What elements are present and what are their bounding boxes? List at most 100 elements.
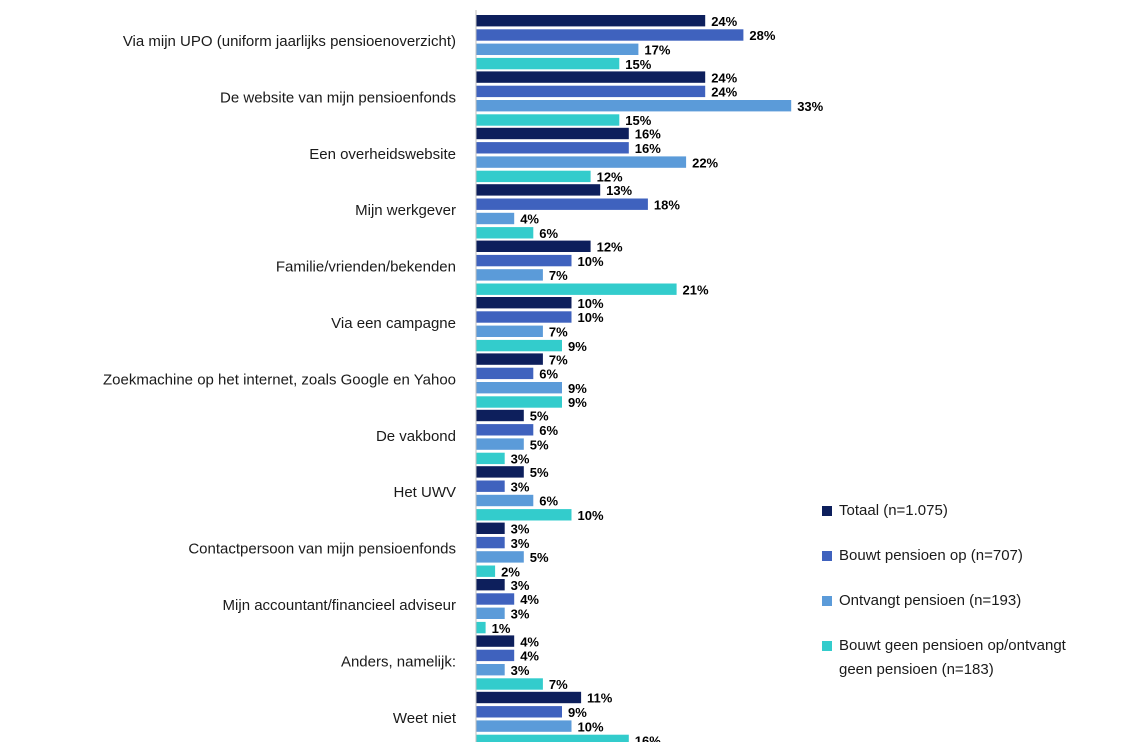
bar-9-series-4: [476, 509, 572, 521]
category-label: Weet niet: [393, 710, 457, 727]
bar-4-series-3: [476, 212, 515, 225]
bar-10-series-4: [476, 565, 496, 577]
bar-4-series-2: [476, 198, 648, 210]
value-label: 18%: [654, 197, 680, 212]
value-label: 6%: [539, 367, 558, 382]
bar-7-series-4: [476, 396, 562, 408]
bar-7-series-1: [476, 353, 543, 365]
value-label: 13%: [606, 183, 632, 198]
value-label: 9%: [568, 705, 587, 720]
value-label: 5%: [530, 550, 549, 565]
value-label: 7%: [549, 325, 568, 340]
value-label: 22%: [692, 155, 718, 170]
value-label: 12%: [597, 170, 623, 185]
value-label: 4%: [520, 212, 539, 227]
value-label: 21%: [683, 282, 709, 297]
bar-5-series-4: [476, 283, 677, 295]
value-label: 15%: [625, 57, 651, 72]
value-label: 1%: [492, 621, 511, 636]
category-label: Via mijn UPO (uniform jaarlijks pensioen…: [123, 33, 456, 50]
bar-3-series-2: [476, 142, 629, 154]
bar-11-series-2: [476, 593, 515, 605]
value-label: 24%: [711, 14, 737, 29]
legend: Totaal (n=1.075) Bouwt pensioen op (n=707…: [822, 502, 1067, 678]
value-label: 16%: [635, 734, 661, 742]
bar-6-series-3: [476, 325, 543, 337]
bar-8-series-2: [476, 424, 534, 436]
value-label: 24%: [711, 85, 737, 100]
value-label: 5%: [530, 465, 549, 480]
bar-7-series-2: [476, 367, 534, 380]
legend-swatch: [822, 596, 832, 606]
value-label: 2%: [501, 564, 520, 579]
bar-8-series-3: [476, 438, 524, 450]
value-label: 9%: [568, 339, 587, 354]
value-label: 33%: [797, 99, 823, 114]
bar-12-series-2: [476, 649, 515, 662]
bar-4-series-4: [476, 227, 534, 239]
value-label: 3%: [511, 578, 530, 593]
bar-11-series-3: [476, 607, 505, 619]
value-label: 10%: [578, 254, 604, 269]
value-label: 3%: [511, 536, 530, 551]
bar-6-series-1: [476, 297, 572, 309]
category-label: Zoekmachine op het internet, zoals Googl…: [103, 371, 456, 388]
legend-label: Totaal (n=1.075): [839, 502, 948, 519]
bar-10-series-1: [476, 522, 505, 534]
legend-swatch: [822, 506, 832, 516]
bar-10-series-3: [476, 551, 524, 563]
value-label: 7%: [549, 352, 568, 367]
legend-swatch: [822, 551, 832, 561]
category-label: Familie/vrienden/bekenden: [276, 259, 456, 276]
value-label: 6%: [539, 494, 558, 509]
value-label: 7%: [549, 268, 568, 283]
category-labels-group: Via mijn UPO (uniform jaarlijks pensioen…: [103, 33, 457, 727]
bar-1-series-3: [476, 43, 639, 55]
category-label: Een overheidswebsite: [309, 146, 456, 163]
value-label: 28%: [749, 28, 775, 43]
value-labels-group: 24%28%17%15%24%24%33%15%16%16%22%12%13%1…: [492, 14, 824, 742]
category-label: Mijn werkgever: [355, 202, 456, 219]
bar-9-series-3: [476, 494, 534, 507]
bar-7-series-3: [476, 382, 562, 394]
value-label: 5%: [530, 437, 549, 452]
value-label: 10%: [578, 310, 604, 325]
bar-3-series-1: [476, 127, 629, 140]
legend-label: Bouwt geen pensioen op/ontvangt: [839, 637, 1067, 654]
bar-12-series-1: [476, 635, 515, 647]
value-label: 15%: [625, 113, 651, 128]
category-label: Via een campagne: [331, 315, 456, 332]
category-label: De vakbond: [376, 428, 456, 445]
value-label: 3%: [511, 479, 530, 494]
bar-10-series-2: [476, 536, 505, 549]
value-label: 6%: [539, 423, 558, 438]
value-label: 5%: [530, 409, 549, 424]
bar-11-series-1: [476, 579, 505, 591]
bar-2-series-3: [476, 100, 792, 112]
value-label: 16%: [635, 141, 661, 156]
legend-label: Bouwt pensioen op (n=707): [839, 547, 1023, 564]
bar-9-series-2: [476, 480, 505, 492]
bar-2-series-2: [476, 85, 706, 98]
value-label: 9%: [568, 395, 587, 410]
bar-2-series-1: [476, 71, 706, 83]
value-label: 24%: [711, 70, 737, 85]
value-label: 4%: [520, 649, 539, 664]
bar-3-series-3: [476, 156, 687, 168]
bars-group: [476, 15, 792, 742]
value-label: 10%: [578, 296, 604, 311]
bar-13-series-3: [476, 720, 572, 732]
value-label: 4%: [520, 592, 539, 607]
value-label: 4%: [520, 634, 539, 649]
value-label: 17%: [644, 43, 670, 58]
bar-4-series-1: [476, 184, 601, 196]
bar-12-series-3: [476, 664, 505, 676]
bar-3-series-4: [476, 170, 591, 183]
value-label: 10%: [578, 719, 604, 734]
value-label: 3%: [511, 663, 530, 678]
bar-2-series-4: [476, 114, 620, 126]
legend-swatch: [822, 641, 832, 651]
legend-label: geen pensioen (n=183): [839, 661, 994, 678]
value-label: 9%: [568, 381, 587, 396]
